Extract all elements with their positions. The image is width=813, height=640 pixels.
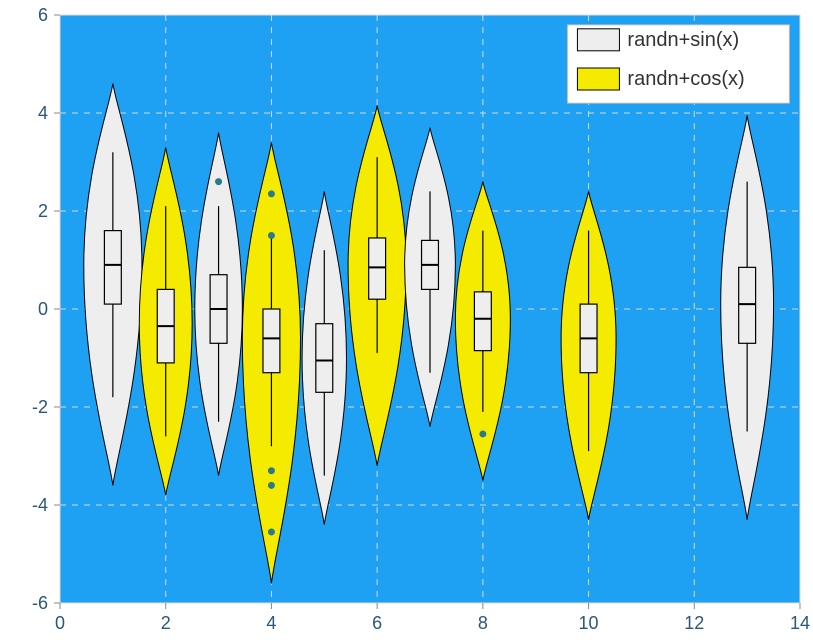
x-tick-label: 4	[266, 613, 276, 633]
y-tick-label: -2	[32, 397, 48, 417]
x-tick-label: 2	[161, 613, 171, 633]
legend-label: randn+cos(x)	[627, 68, 744, 90]
legend: randn+sin(x) randn+cos(x)	[567, 25, 789, 103]
outlier	[268, 467, 275, 474]
y-tick-label: 0	[38, 299, 48, 319]
legend-label: randn+sin(x)	[627, 29, 739, 51]
box	[474, 292, 491, 351]
legend-swatch	[577, 68, 619, 90]
legend-swatch	[577, 29, 619, 51]
box	[369, 238, 386, 299]
y-tick-label: 2	[38, 201, 48, 221]
x-tick-label: 6	[372, 613, 382, 633]
y-tick-label: -6	[32, 593, 48, 613]
outlier	[268, 232, 275, 239]
outlier	[268, 482, 275, 489]
box	[316, 324, 333, 393]
x-tick-label: 8	[478, 613, 488, 633]
y-tick-label: -4	[32, 495, 48, 515]
outlier	[215, 178, 222, 185]
box	[263, 309, 280, 373]
box	[104, 231, 121, 305]
box	[739, 267, 756, 343]
x-tick-label: 10	[579, 613, 599, 633]
y-tick-label: 6	[38, 5, 48, 25]
x-tick-label: 12	[684, 613, 704, 633]
y-tick-label: 4	[38, 103, 48, 123]
outlier	[479, 430, 486, 437]
violin-chart: 0 2 4 6 8 10 12 14 -6 -4 -2 0 2 4 6 randn+sin(x) randn+c…	[0, 0, 813, 640]
x-tick-label: 14	[790, 613, 810, 633]
x-tick-label: 0	[55, 613, 65, 633]
outlier	[268, 190, 275, 197]
outlier	[268, 528, 275, 535]
